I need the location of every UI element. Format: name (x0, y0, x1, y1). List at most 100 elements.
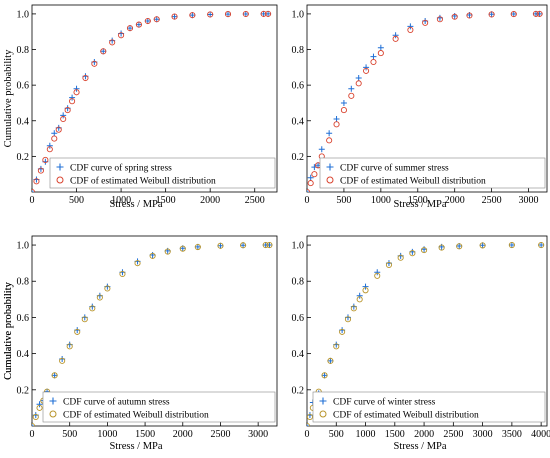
data-point-plus (538, 242, 545, 249)
data-point-circle (64, 107, 71, 114)
y-tick-label: 0.4 (17, 116, 30, 127)
data-point-circle (348, 92, 355, 99)
data-point-plus (171, 13, 178, 20)
x-tick-label: 3000 (248, 429, 268, 440)
data-point-plus (51, 372, 58, 379)
data-point-circle (164, 248, 171, 255)
x-tick-label: 1500 (408, 195, 428, 206)
y-axis-label: Cumulative probability (3, 281, 14, 379)
data-point-circle (438, 244, 445, 251)
legend-box (319, 157, 546, 189)
x-tick-label: 3000 (473, 429, 493, 440)
data-point-plus (242, 10, 249, 17)
chart-panel-4: 0 500 1000 1500 2000 2500 3000 3500 4000 0.2 0.4 0.… (3, 235, 550, 452)
data-point-plus (362, 283, 369, 290)
data-point-plus (189, 12, 196, 19)
data-point-circle (356, 296, 363, 303)
data-point-plus (36, 401, 43, 408)
y-tick-label: 1.0 (17, 241, 30, 252)
legend-marker-plus (56, 163, 64, 171)
y-tick-label: 0.4 (292, 349, 305, 360)
data-point-circle (217, 242, 224, 249)
data-point-plus (321, 372, 328, 379)
data-point-circle (118, 32, 125, 39)
x-tick-label: 500 (62, 429, 77, 440)
data-point-circle (407, 26, 414, 33)
data-point-plus (407, 23, 414, 30)
x-tick-label: 2000 (200, 195, 220, 206)
y-tick-label: 1.0 (292, 241, 305, 252)
x-tick-label: 1500 (156, 195, 176, 206)
data-point-plus (536, 10, 543, 17)
x-tick-label: 1000 (111, 195, 131, 206)
data-point-circle (149, 252, 156, 259)
data-point-circle (81, 316, 88, 323)
data-point-circle (69, 98, 76, 105)
y-axis-label: Cumulative probability (3, 49, 14, 147)
data-point-circle (307, 422, 311, 426)
x-tick-label: 1500 (135, 429, 155, 440)
y-tick-label: 0.6 (292, 313, 305, 324)
legend-label: CDF of estimated Weibull distribution (340, 176, 486, 187)
data-point-circle (370, 58, 377, 66)
legend: CDF curve of autumn stress CDF of estimat… (42, 391, 276, 423)
data-point-circle (340, 107, 347, 114)
data-point-circle (374, 272, 381, 279)
data-point-circle (397, 254, 404, 261)
data-point-circle (363, 67, 370, 74)
data-point-circle (536, 10, 543, 17)
data-point-circle (32, 413, 39, 421)
x-axis-label: Stress / MPa (109, 199, 162, 210)
x-tick-label: 2500 (482, 195, 502, 206)
data-point-circle (32, 422, 36, 426)
y-tick-label: 0.6 (17, 81, 30, 92)
data-point-circle (100, 48, 107, 55)
series-1 (307, 10, 543, 192)
data-point-circle (33, 178, 40, 185)
y-tick-label: 1.0 (17, 9, 30, 20)
data-point-plus (370, 53, 377, 60)
data-point-circle (538, 241, 545, 249)
data-point-circle (385, 261, 393, 269)
data-point-circle (362, 287, 369, 294)
data-point-circle (307, 180, 314, 187)
y-tick-label: 0.8 (292, 45, 305, 56)
data-point-plus (355, 75, 362, 82)
data-point-plus (333, 115, 340, 122)
data-point-circle (194, 243, 201, 251)
data-point-circle (91, 60, 98, 67)
data-point-plus (46, 142, 53, 149)
data-point-circle (119, 270, 126, 278)
data-point-plus (318, 146, 325, 153)
x-tick-label: 2000 (414, 429, 434, 440)
data-point-circle (456, 243, 463, 250)
data-point-plus (225, 11, 231, 18)
plot-frame (306, 4, 548, 193)
data-point-plus (266, 242, 273, 249)
data-point-plus (363, 64, 370, 71)
data-point-plus (144, 18, 151, 25)
data-point-circle (96, 294, 103, 301)
x-tick-label: 2000 (173, 429, 193, 440)
data-point-circle (55, 126, 62, 133)
y-tick-label: 0.2 (292, 385, 305, 396)
data-point-circle (392, 35, 399, 42)
x-tick-label: 0 (30, 429, 35, 440)
data-point-circle (179, 245, 186, 252)
data-point-circle (144, 17, 151, 25)
y-tick-label: 0.4 (292, 116, 305, 127)
data-point-circle (60, 115, 67, 123)
data-point-plus (153, 16, 160, 23)
plot-frame (31, 235, 278, 427)
x-axis-label: Stress / MPa (393, 441, 446, 452)
data-point-plus (217, 242, 224, 249)
data-point-circle (333, 343, 340, 350)
legend-label: CDF of estimated Weibull distribution (70, 176, 216, 187)
legend-box (42, 391, 276, 423)
data-point-plus (327, 357, 334, 364)
data-point-circle (32, 188, 36, 192)
data-point-plus (127, 25, 133, 32)
data-point-circle (37, 167, 44, 174)
data-point-circle (355, 80, 362, 87)
legend-label: CDF of estimated Weibull distribution (63, 410, 209, 421)
